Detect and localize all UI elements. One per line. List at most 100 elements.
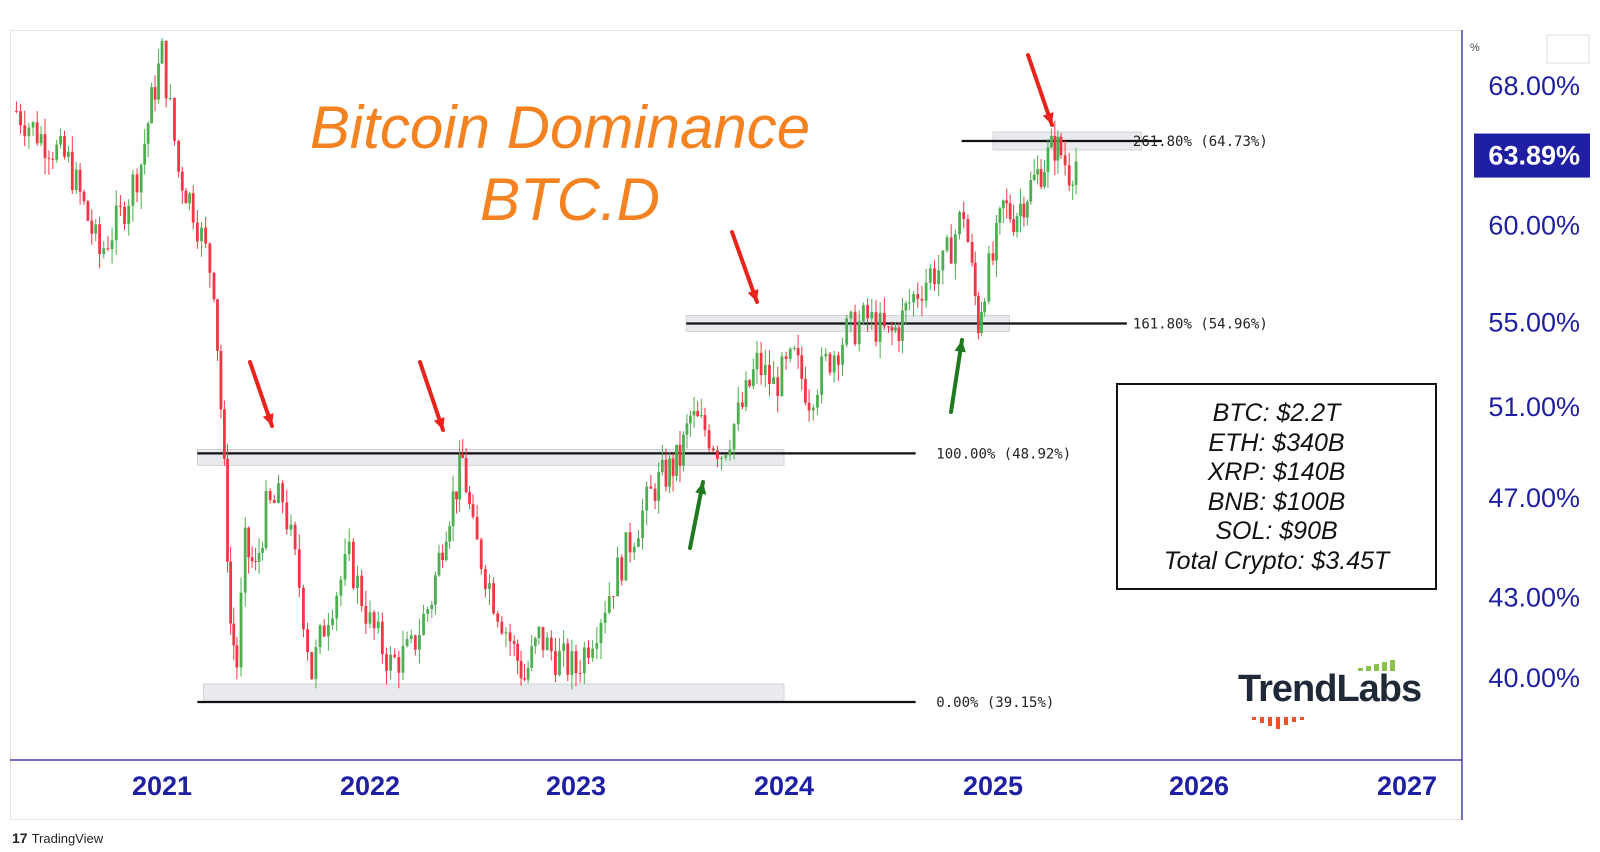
candle-body bbox=[857, 321, 861, 345]
candle-body bbox=[409, 635, 413, 640]
candle-body bbox=[356, 575, 359, 588]
candle-body bbox=[297, 549, 301, 588]
candle-body bbox=[1025, 201, 1029, 218]
candle-body bbox=[533, 638, 537, 647]
candle-body bbox=[558, 650, 561, 675]
candle-body bbox=[1059, 136, 1063, 156]
candle-body bbox=[310, 652, 314, 680]
candle-body bbox=[15, 110, 18, 112]
candle-body bbox=[1015, 216, 1019, 233]
green-arrow-head bbox=[954, 340, 966, 353]
candle-body bbox=[741, 402, 744, 407]
candle-body bbox=[204, 227, 208, 244]
candle-body bbox=[343, 554, 347, 580]
candle-body bbox=[1039, 169, 1043, 187]
candle-body bbox=[335, 595, 339, 619]
candle-body bbox=[607, 596, 611, 613]
candle-body bbox=[849, 311, 853, 319]
candle-body bbox=[820, 356, 824, 395]
candle-body bbox=[703, 415, 707, 431]
candle-body bbox=[1049, 136, 1053, 148]
candle-body bbox=[772, 377, 775, 384]
candle-body bbox=[123, 206, 126, 225]
candle-body bbox=[516, 643, 520, 661]
info-line-sol: SOL: $90B bbox=[1215, 517, 1338, 545]
candle-body bbox=[759, 352, 763, 376]
candle-body bbox=[492, 583, 495, 614]
fib-level-label: 0.00% (39.15%) bbox=[936, 695, 1054, 711]
candle-body bbox=[150, 87, 153, 124]
candle-body bbox=[441, 552, 445, 561]
candle-body bbox=[281, 483, 285, 503]
candle-body bbox=[437, 552, 441, 576]
candle-body bbox=[987, 253, 991, 302]
candle-body bbox=[841, 344, 844, 365]
candle-body bbox=[508, 632, 512, 642]
candle-body bbox=[458, 454, 462, 500]
candle-body bbox=[1071, 184, 1075, 186]
candle-body bbox=[331, 618, 334, 626]
red-arrow bbox=[1026, 53, 1054, 127]
candle-body bbox=[272, 500, 276, 503]
candle-body bbox=[31, 122, 35, 128]
candle-body bbox=[1053, 136, 1057, 161]
red-arrow-head bbox=[747, 289, 759, 302]
candle-body bbox=[131, 174, 135, 206]
candle-body bbox=[1001, 200, 1005, 209]
green-arrow bbox=[949, 338, 964, 414]
tradingview-logo[interactable]: 17 TradingView bbox=[12, 830, 103, 846]
candle-body bbox=[828, 353, 832, 373]
candle-body bbox=[504, 632, 508, 634]
candle-body bbox=[223, 409, 226, 459]
green-arrow-head bbox=[695, 482, 707, 495]
candle-body bbox=[512, 641, 516, 644]
candle-body bbox=[882, 312, 886, 327]
candle-body bbox=[191, 193, 195, 223]
price-axis-tick-label: 47.00% bbox=[1488, 483, 1580, 513]
candle-body bbox=[664, 459, 668, 487]
candle-body bbox=[1008, 203, 1012, 220]
candle-body bbox=[157, 63, 160, 100]
candle-body bbox=[82, 191, 86, 202]
candle-body bbox=[277, 483, 280, 503]
candle-body bbox=[660, 459, 664, 473]
candle-body bbox=[949, 237, 953, 264]
candle-body bbox=[114, 205, 118, 241]
candle-body bbox=[195, 222, 199, 242]
candle-body bbox=[732, 424, 736, 450]
info-line-bnb: BNB: $100B bbox=[1207, 487, 1346, 516]
time-axis-tick-label: 2024 bbox=[754, 771, 814, 801]
candle-body bbox=[678, 444, 682, 466]
candle-body bbox=[928, 268, 932, 283]
candle-body bbox=[444, 541, 448, 561]
candle-body bbox=[1043, 171, 1046, 187]
candle-body bbox=[671, 458, 675, 476]
candle-body bbox=[153, 87, 157, 100]
candle-body bbox=[628, 532, 632, 553]
candle-body bbox=[360, 575, 364, 607]
candle-body bbox=[912, 294, 915, 303]
candle-body bbox=[924, 282, 928, 301]
candle-body bbox=[289, 524, 293, 530]
candle-body bbox=[523, 678, 526, 680]
candle-body bbox=[933, 268, 936, 285]
candle-body bbox=[43, 134, 47, 158]
candle-body bbox=[894, 327, 897, 331]
candle-body bbox=[397, 657, 401, 673]
candle-body bbox=[70, 151, 74, 190]
candle-body bbox=[748, 380, 752, 386]
candle-body bbox=[1022, 203, 1026, 218]
candle-body bbox=[836, 355, 840, 365]
candle-body bbox=[587, 647, 590, 658]
candle-body bbox=[110, 240, 114, 250]
candle-body bbox=[784, 356, 788, 359]
info-line-xrp: XRP: $140B bbox=[1207, 458, 1346, 486]
candle-body bbox=[1019, 203, 1022, 217]
candle-body bbox=[549, 637, 553, 652]
candle-body bbox=[612, 596, 615, 598]
candle-body bbox=[127, 205, 131, 225]
candle-body bbox=[372, 612, 376, 629]
candle-body bbox=[27, 127, 31, 137]
candle-body bbox=[160, 40, 164, 64]
